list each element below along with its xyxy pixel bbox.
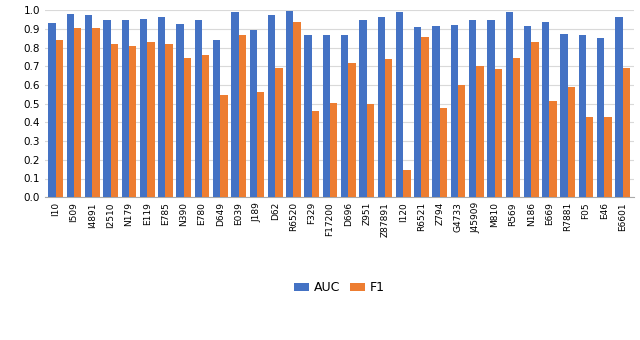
Bar [74, 28, 81, 197]
Bar [476, 66, 484, 197]
Bar [604, 117, 612, 197]
Bar [231, 12, 239, 197]
Bar [568, 87, 575, 197]
Bar [323, 35, 330, 197]
Bar [268, 15, 275, 197]
Bar [561, 34, 568, 197]
Bar [257, 92, 264, 197]
Bar [586, 117, 593, 197]
Bar [330, 103, 337, 197]
Bar [396, 12, 403, 197]
Bar [147, 42, 154, 197]
Bar [385, 59, 392, 197]
Bar [202, 55, 209, 197]
Bar [213, 40, 220, 197]
Bar [294, 22, 301, 197]
Bar [158, 17, 166, 197]
Bar [67, 14, 74, 197]
Bar [550, 101, 557, 197]
Bar [49, 23, 56, 197]
Bar [458, 85, 465, 197]
Bar [542, 22, 550, 197]
Bar [359, 19, 367, 197]
Bar [414, 27, 422, 197]
Bar [103, 20, 111, 197]
Bar [312, 111, 319, 197]
Bar [513, 58, 520, 197]
Bar [195, 19, 202, 197]
Bar [378, 17, 385, 197]
Bar [451, 25, 458, 197]
Bar [524, 26, 531, 197]
Bar [433, 26, 440, 197]
Bar [305, 35, 312, 197]
Bar [166, 44, 173, 197]
Bar [220, 95, 228, 197]
Legend: AUC, F1: AUC, F1 [289, 276, 390, 300]
Bar [239, 35, 246, 197]
Bar [177, 24, 184, 197]
Bar [275, 68, 282, 197]
Bar [348, 64, 356, 197]
Bar [506, 12, 513, 197]
Bar [92, 28, 100, 197]
Bar [615, 17, 623, 197]
Bar [487, 20, 495, 197]
Bar [403, 170, 410, 197]
Bar [250, 30, 257, 197]
Bar [129, 46, 136, 197]
Bar [111, 44, 118, 197]
Bar [579, 35, 586, 197]
Bar [495, 69, 502, 197]
Bar [85, 15, 92, 197]
Bar [597, 38, 604, 197]
Bar [531, 42, 538, 197]
Bar [122, 19, 129, 197]
Bar [56, 40, 63, 197]
Bar [623, 68, 630, 197]
Bar [469, 19, 476, 197]
Bar [440, 108, 447, 197]
Bar [367, 104, 374, 197]
Bar [184, 58, 191, 197]
Bar [341, 35, 348, 197]
Bar [140, 19, 147, 197]
Bar [286, 11, 294, 197]
Bar [422, 37, 429, 197]
